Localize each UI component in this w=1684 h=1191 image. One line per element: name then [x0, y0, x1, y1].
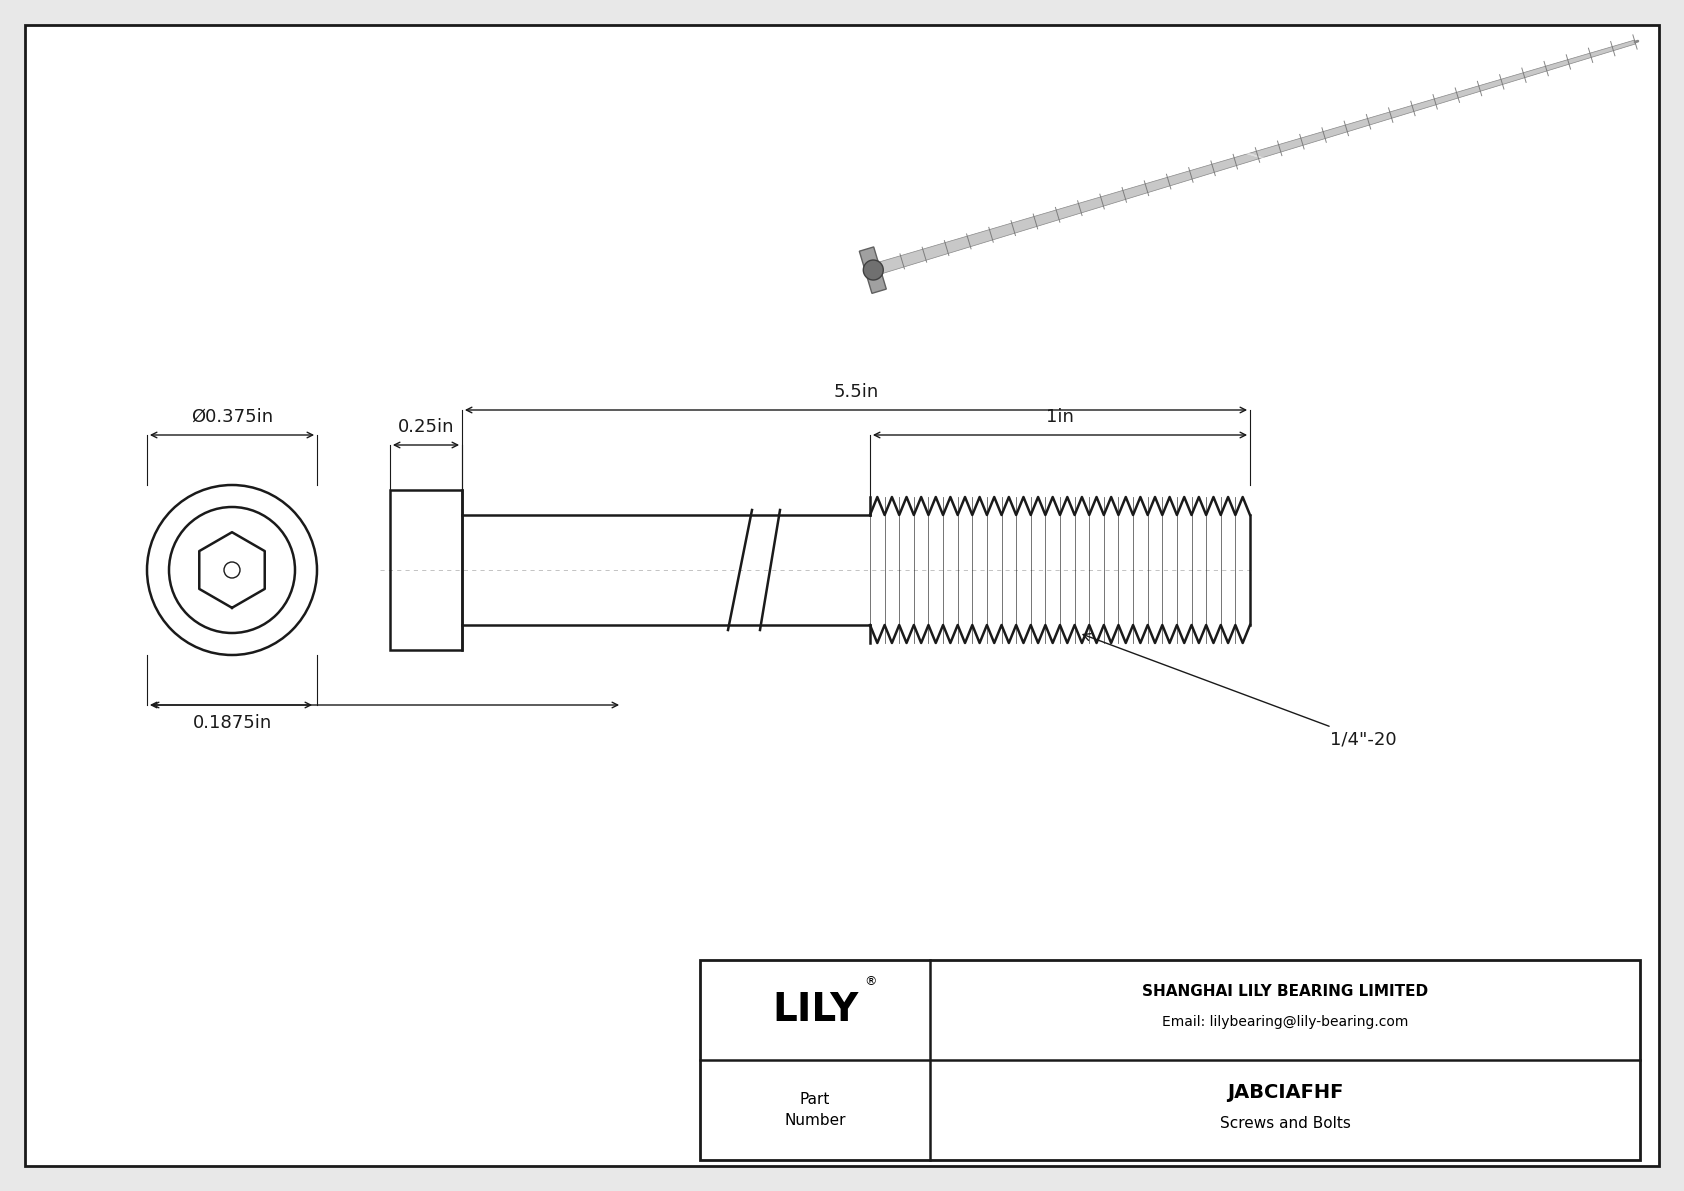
Text: Part
Number: Part Number: [785, 1092, 845, 1128]
Text: 0.1875in: 0.1875in: [192, 713, 271, 732]
Polygon shape: [859, 247, 886, 293]
Text: Ø0.375in: Ø0.375in: [190, 409, 273, 426]
Circle shape: [864, 260, 884, 280]
Polygon shape: [879, 40, 1635, 274]
Text: 1in: 1in: [1046, 409, 1074, 426]
Text: SHANGHAI LILY BEARING LIMITED: SHANGHAI LILY BEARING LIMITED: [1142, 985, 1428, 999]
Text: JABCIAFHF: JABCIAFHF: [1228, 1083, 1344, 1102]
Bar: [391, 490, 461, 650]
Text: 5.5in: 5.5in: [834, 384, 879, 401]
Text: 0.25in: 0.25in: [397, 418, 455, 436]
Text: ®: ®: [864, 975, 876, 989]
Bar: [701, 960, 1640, 1160]
Text: LILY: LILY: [771, 991, 859, 1029]
Text: Screws and Bolts: Screws and Bolts: [1219, 1116, 1351, 1131]
Text: Email: lilybearing@lily-bearing.com: Email: lilybearing@lily-bearing.com: [1162, 1015, 1408, 1029]
Text: 1/4"-20: 1/4"-20: [1083, 634, 1396, 748]
